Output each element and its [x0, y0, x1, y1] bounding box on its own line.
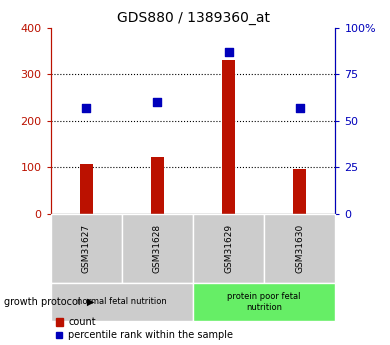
Text: GSM31630: GSM31630 — [295, 224, 304, 273]
Point — [83, 105, 89, 110]
Point — [297, 105, 303, 110]
Point — [225, 49, 232, 55]
Bar — [151, 157, 164, 214]
Text: normal fetal nutrition: normal fetal nutrition — [77, 297, 167, 306]
Legend: count, percentile rank within the sample: count, percentile rank within the sample — [55, 317, 233, 340]
Point — [154, 99, 161, 105]
Bar — [80, 164, 93, 214]
Text: GSM31629: GSM31629 — [224, 224, 233, 273]
Text: protein poor fetal
nutrition: protein poor fetal nutrition — [227, 292, 301, 312]
Title: GDS880 / 1389360_at: GDS880 / 1389360_at — [117, 11, 269, 25]
Text: growth protocol  ▶: growth protocol ▶ — [4, 297, 94, 307]
Text: GSM31628: GSM31628 — [153, 224, 162, 273]
Bar — [293, 169, 306, 214]
Bar — [222, 60, 235, 214]
Text: GSM31627: GSM31627 — [82, 224, 91, 273]
